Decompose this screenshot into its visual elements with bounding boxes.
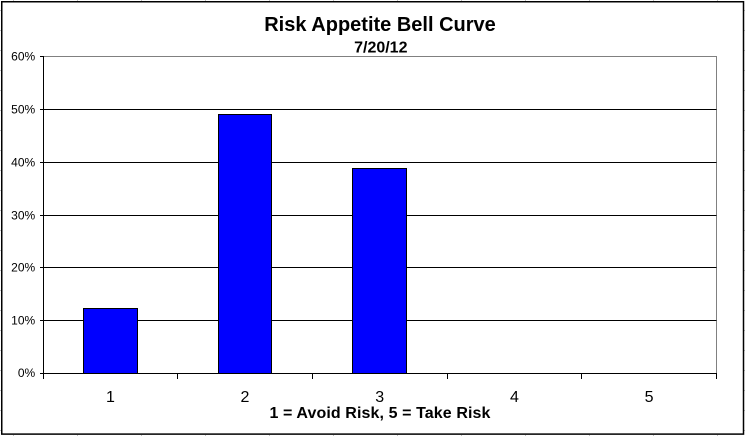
svg-text:5: 5 bbox=[645, 389, 654, 406]
svg-text:Risk Appetite Bell Curve: Risk Appetite Bell Curve bbox=[264, 14, 496, 36]
svg-text:10%: 10% bbox=[11, 313, 35, 327]
svg-text:30%: 30% bbox=[11, 208, 35, 222]
svg-text:20%: 20% bbox=[11, 260, 35, 274]
svg-text:4: 4 bbox=[510, 389, 519, 406]
svg-text:50%: 50% bbox=[11, 102, 35, 116]
svg-text:7/20/12: 7/20/12 bbox=[354, 39, 407, 56]
svg-text:0%: 0% bbox=[18, 366, 36, 380]
svg-text:60%: 60% bbox=[11, 49, 35, 63]
svg-text:2: 2 bbox=[241, 389, 250, 406]
svg-text:40%: 40% bbox=[11, 155, 35, 169]
svg-text:1: 1 bbox=[106, 389, 115, 406]
svg-text:1 = Avoid Risk, 5 = Take Risk: 1 = Avoid Risk, 5 = Take Risk bbox=[269, 405, 490, 422]
svg-text:3: 3 bbox=[375, 389, 384, 406]
